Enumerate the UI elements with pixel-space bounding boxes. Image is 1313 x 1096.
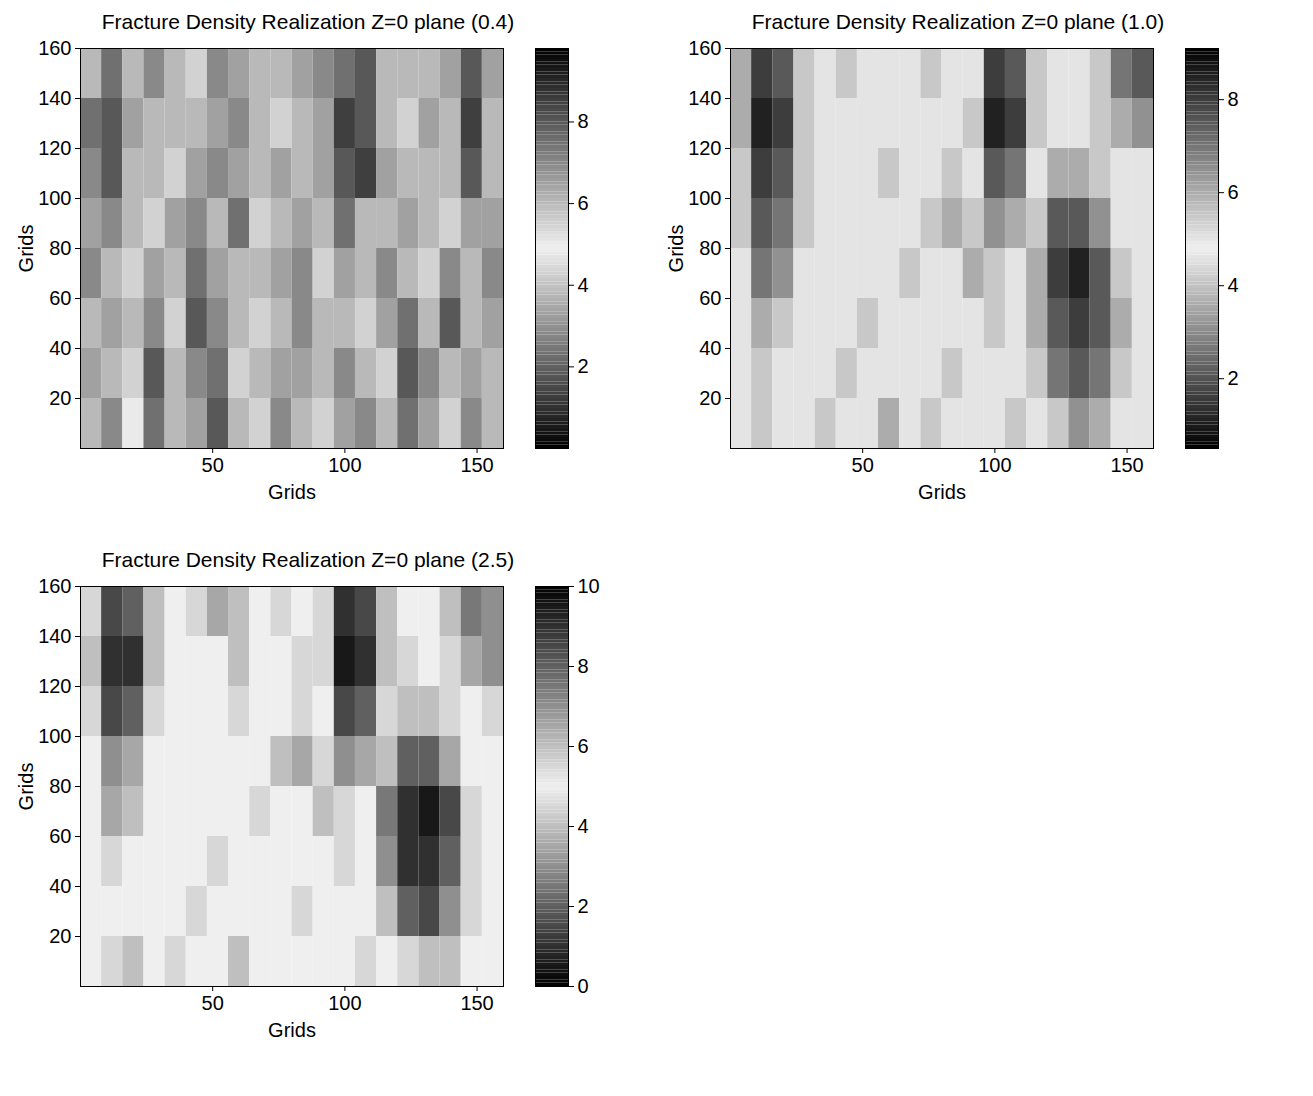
svg-text:60: 60 [699,287,721,309]
svg-text:160: 160 [688,37,721,59]
svg-text:80: 80 [49,237,71,259]
svg-text:20: 20 [49,925,71,947]
svg-text:120: 120 [38,675,71,697]
svg-text:60: 60 [49,825,71,847]
svg-text:100: 100 [38,187,71,209]
svg-text:100: 100 [978,454,1011,476]
svg-text:150: 150 [1110,454,1143,476]
svg-text:2: 2 [578,355,589,377]
svg-text:40: 40 [699,337,721,359]
svg-text:8: 8 [1228,88,1239,110]
html-text:Fracture Density Realization Z: Fracture Density Realization Z=0 plane (… [751,10,1165,33]
svg-text:100: 100 [688,187,721,209]
svg-text:6: 6 [1228,181,1239,203]
svg-text:140: 140 [38,625,71,647]
svg-text:4: 4 [578,274,589,296]
svg-text:140: 140 [38,87,71,109]
svg-text:2: 2 [578,895,589,917]
svg-text:160: 160 [38,37,71,59]
html-text:Fracture Density Realization Z: Fracture Density Realization Z=0 plane (… [101,548,515,571]
svg-text:20: 20 [49,387,71,409]
svg-text:Grids: Grids [268,1019,316,1041]
svg-text:100: 100 [38,725,71,747]
svg-text:8: 8 [578,110,589,132]
svg-text:50: 50 [202,992,224,1014]
svg-text:8: 8 [578,655,589,677]
svg-text:6: 6 [578,735,589,757]
svg-text:120: 120 [688,137,721,159]
svg-text:2: 2 [1228,367,1239,389]
svg-text:100: 100 [328,992,361,1014]
svg-text:60: 60 [49,287,71,309]
svg-text:120: 120 [38,137,71,159]
svg-text:160: 160 [38,575,71,597]
svg-text:140: 140 [688,87,721,109]
svg-text:20: 20 [699,387,721,409]
svg-text:150: 150 [460,992,493,1014]
svg-text:100: 100 [328,454,361,476]
svg-text:Grids: Grids [15,225,37,273]
svg-text:Grids: Grids [665,225,687,273]
svg-text:4: 4 [1228,274,1239,296]
svg-text:6: 6 [578,192,589,214]
svg-text:40: 40 [49,875,71,897]
svg-text:150: 150 [460,454,493,476]
svg-text:Grids: Grids [268,481,316,503]
svg-text:Grids: Grids [918,481,966,503]
svg-text:4: 4 [578,815,589,837]
svg-text:40: 40 [49,337,71,359]
svg-text:10: 10 [578,575,600,597]
html-text:Fracture Density Realization Z: Fracture Density Realization Z=0 plane (… [101,10,515,33]
svg-text:50: 50 [852,454,874,476]
svg-text:0: 0 [578,975,589,997]
svg-text:50: 50 [202,454,224,476]
svg-text:Grids: Grids [15,763,37,811]
svg-text:80: 80 [49,775,71,797]
svg-text:80: 80 [699,237,721,259]
